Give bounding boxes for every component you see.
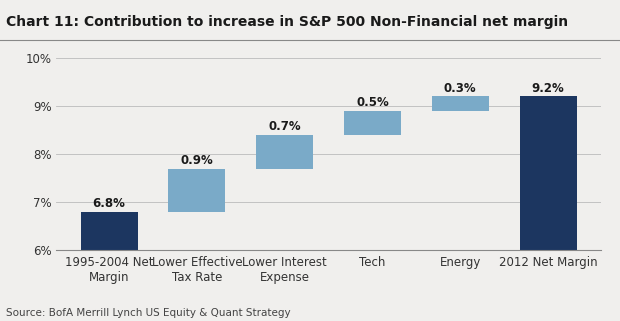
Bar (520, 96, 577, 250)
Text: Chart 11: Contribution to increase in S&P 500 Non-Financial net margin: Chart 11: Contribution to increase in S&… (6, 15, 569, 29)
Text: 0.3%: 0.3% (444, 82, 477, 95)
Bar (256, 135, 313, 169)
Text: 6.8%: 6.8% (93, 197, 126, 211)
Bar (169, 169, 226, 212)
Text: 0.7%: 0.7% (268, 120, 301, 134)
Text: Source: BofA Merrill Lynch US Equity & Quant Strategy: Source: BofA Merrill Lynch US Equity & Q… (6, 308, 291, 318)
Text: 0.5%: 0.5% (356, 96, 389, 109)
Bar (344, 111, 401, 135)
Text: 9.2%: 9.2% (532, 82, 564, 95)
Bar (432, 96, 489, 111)
Bar (81, 212, 138, 250)
Text: 0.9%: 0.9% (180, 154, 213, 167)
